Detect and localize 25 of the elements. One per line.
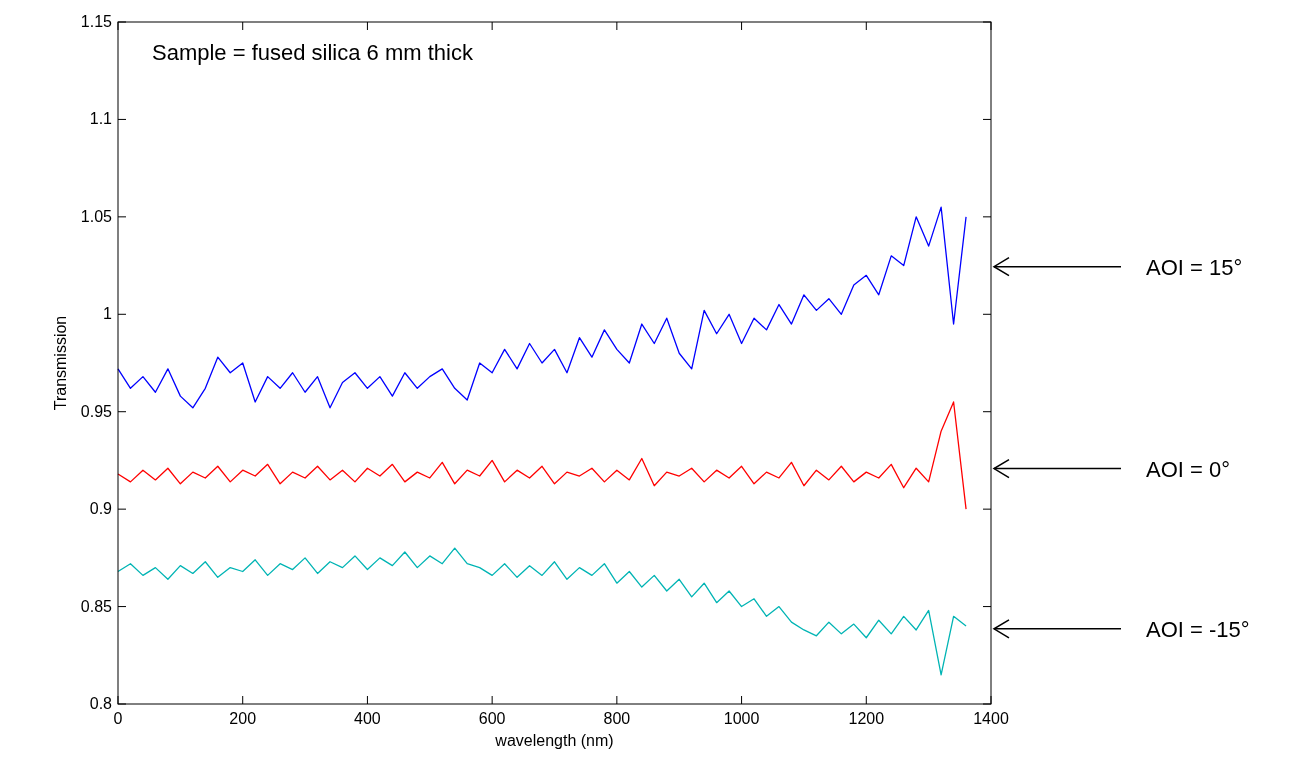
line-series [117, 206, 967, 409]
x-tick-label: 200 [229, 710, 257, 727]
x-tick-label: 1000 [723, 710, 760, 727]
text: AOI = 15° [1146, 254, 1243, 280]
annotation: Sample = fused silica 6 mm thick [152, 40, 474, 65]
x-tick-label: 1400 [973, 710, 1009, 727]
x-tick-label: 0 [113, 710, 123, 727]
text: AOI = 0° [1146, 456, 1231, 482]
x-tick-label: 400 [354, 710, 381, 727]
y-axis-title: Transmission [52, 315, 69, 411]
x-tick-label: 800 [603, 710, 631, 727]
y-tick-label: 0.8 [89, 695, 113, 712]
y-tick-label: 1.1 [89, 110, 113, 128]
line-series [117, 547, 967, 676]
y-tick-label: 1.15 [80, 13, 113, 30]
x-tick-label: 1200 [848, 710, 885, 727]
x-tick-label: 600 [478, 710, 506, 727]
text: AOI = -15° [1146, 616, 1250, 642]
line-series [117, 401, 967, 510]
y-tick-label: 1 [103, 305, 113, 323]
y-tick-label: 1.05 [80, 207, 113, 225]
y-tick-label: 0.95 [80, 402, 113, 420]
y-tick-label: 0.85 [80, 597, 113, 615]
x-axis-title: wavelength (nm) [494, 732, 614, 749]
y-tick-label: 0.9 [89, 500, 113, 518]
